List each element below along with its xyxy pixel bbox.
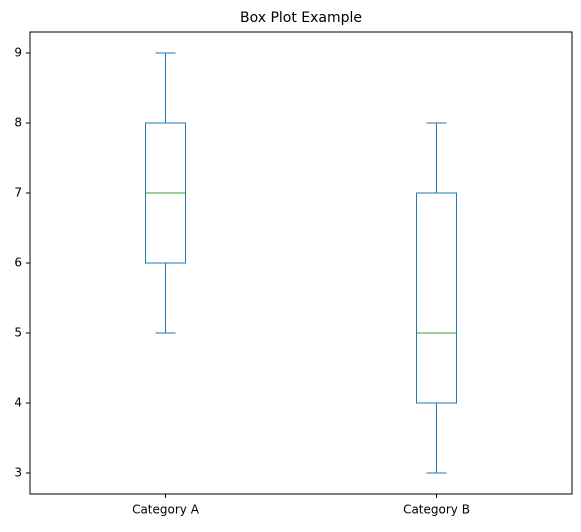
chart-title: Box Plot Example <box>240 10 362 26</box>
y-tick-label: 7 <box>14 186 22 200</box>
plot-frame <box>29 31 573 495</box>
y-tick-label: 8 <box>14 116 22 130</box>
y-tick-label: 4 <box>14 396 22 410</box>
y-tick-label: 9 <box>14 46 22 60</box>
y-tick-label: 5 <box>14 326 22 340</box>
box <box>416 192 457 404</box>
y-tick-label: 6 <box>14 256 22 270</box>
y-tick-label: 3 <box>14 466 22 480</box>
x-tick-label: Category B <box>403 503 470 517</box>
x-tick-label: Category A <box>132 503 200 517</box>
